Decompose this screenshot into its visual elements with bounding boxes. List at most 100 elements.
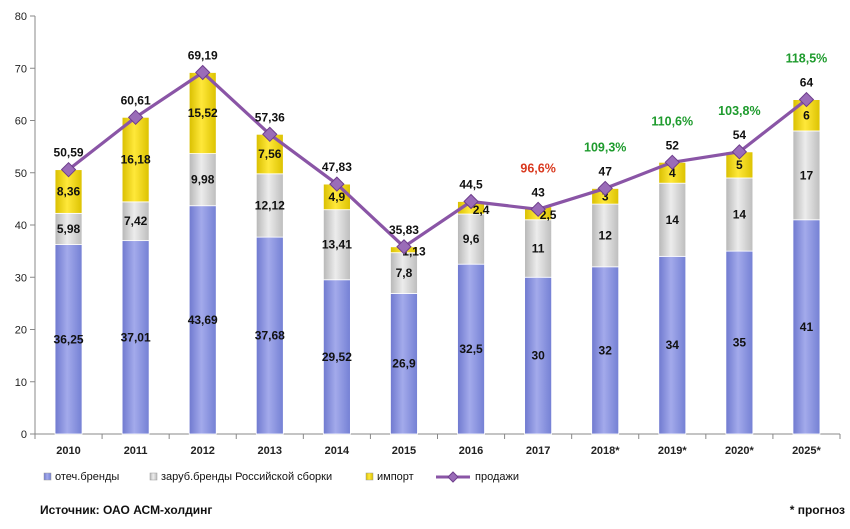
x-tick-label: 2014 xyxy=(325,445,350,457)
sales-data-label: 35,83 xyxy=(389,223,419,237)
growth-annotation: 103,8% xyxy=(718,104,760,118)
sales-marker xyxy=(329,176,345,192)
sales-marker xyxy=(731,144,748,160)
y-tick-label: 60 xyxy=(15,116,27,128)
sales-marker xyxy=(262,126,278,143)
growth-annotation: 110,6% xyxy=(651,114,693,128)
sales-data-label: 54 xyxy=(733,128,747,142)
bar-data-label: 37,01 xyxy=(121,330,151,344)
y-tick-label: 80 xyxy=(15,11,27,23)
bar-data-label: 14 xyxy=(666,213,680,227)
bar-segment xyxy=(188,205,217,435)
bar-segment xyxy=(255,236,284,435)
x-tick-label: 2025* xyxy=(792,445,821,457)
y-tick-label: 0 xyxy=(21,429,27,441)
x-tick-label: 2011 xyxy=(124,445,148,457)
sales-data-label: 50,59 xyxy=(54,146,84,160)
bar-data-label: 12 xyxy=(599,228,613,242)
legend-label: импорт xyxy=(377,471,414,483)
legend: отеч.бренды заруб.бренды Российской сборк… xyxy=(43,471,519,483)
bar-segment xyxy=(725,177,754,252)
bar-segment xyxy=(54,244,83,435)
bar-data-label: 13,41 xyxy=(322,238,352,252)
y-tick-label: 70 xyxy=(15,63,27,75)
legend-swatch xyxy=(43,472,52,481)
x-tick-label: 2020* xyxy=(725,445,754,457)
bar-data-label: 32 xyxy=(599,343,613,357)
y-tick-label: 50 xyxy=(15,168,27,180)
bar-segment xyxy=(390,252,418,294)
bar-segment xyxy=(591,203,620,268)
bar-data-label: 7,56 xyxy=(258,147,282,161)
growth-annotation: 109,3% xyxy=(584,140,626,154)
bar-segment xyxy=(792,130,821,221)
bar-segment xyxy=(188,153,217,207)
bar-segment xyxy=(188,72,217,154)
x-tick-label: 2018* xyxy=(591,445,620,457)
bar-data-label: 26,9 xyxy=(392,357,416,371)
sales-marker xyxy=(127,109,144,126)
sales-marker xyxy=(60,161,77,178)
bar-data-label: 14 xyxy=(733,208,747,222)
sales-data-label: 69,19 xyxy=(188,48,218,62)
bar-data-label: 16,18 xyxy=(121,153,151,167)
bar-data-label: 5,98 xyxy=(57,222,81,236)
sales-data-label: 47 xyxy=(599,164,613,178)
bar-segment xyxy=(457,213,485,265)
y-tick-label: 30 xyxy=(15,272,27,284)
bar-data-label: 36,25 xyxy=(54,332,84,346)
growth-annotation: 118,5% xyxy=(786,52,828,66)
bar-segment xyxy=(792,219,821,435)
y-tick-label: 10 xyxy=(15,377,27,389)
bar-data-label: 30 xyxy=(531,349,545,363)
forecast-note: * прогноз xyxy=(790,503,845,517)
bar-segment xyxy=(658,255,687,435)
bar-data-label: 4,9 xyxy=(329,190,346,204)
x-tick-label: 2015 xyxy=(392,445,416,457)
bar-data-label: 7,42 xyxy=(124,214,148,228)
legend-swatch xyxy=(365,472,374,481)
bar-data-label: 15,52 xyxy=(188,106,218,120)
growth-annotation: 96,6% xyxy=(520,161,555,175)
sales-data-label: 44,5 xyxy=(459,177,483,191)
bar-data-label: 43,69 xyxy=(188,313,218,327)
bar-data-label: 17 xyxy=(800,168,814,182)
bar-data-label: 2,5 xyxy=(540,208,557,222)
x-tick-label: 2017 xyxy=(526,445,550,457)
bar-data-label: 9,6 xyxy=(463,232,480,246)
bar-data-label: 4 xyxy=(669,166,676,180)
sales-marker xyxy=(798,91,815,108)
bar-data-label: 32,5 xyxy=(459,342,483,356)
bar-data-label: 7,8 xyxy=(396,266,413,280)
sales-line xyxy=(67,70,808,249)
bar-data-label: 3 xyxy=(602,189,609,203)
bar-data-label: 29,52 xyxy=(322,350,352,364)
x-tick-label: 2010 xyxy=(56,445,80,457)
bar-segment xyxy=(322,279,351,435)
sales-data-label: 57,36 xyxy=(255,110,285,124)
legend-label: отеч.бренды xyxy=(55,471,119,483)
bar-data-label: 9,98 xyxy=(191,173,215,187)
x-tick-label: 2013 xyxy=(258,445,282,457)
bar-segment xyxy=(524,276,553,435)
bar-data-label: 6 xyxy=(803,108,810,122)
sales-data-label: 64 xyxy=(800,76,814,90)
bar-segment xyxy=(725,250,754,435)
bar-data-label: 34 xyxy=(666,338,680,352)
sales-marker xyxy=(463,193,479,210)
sales-data-label: 47,83 xyxy=(322,160,352,174)
sales-marker xyxy=(530,201,546,218)
bar-data-label: 41 xyxy=(800,320,814,334)
bar-data-label: 2,4 xyxy=(473,203,490,217)
bar-segment xyxy=(121,116,150,203)
bar-data-label: 5 xyxy=(736,158,743,172)
sales-marker xyxy=(195,64,211,81)
legend-marker xyxy=(447,471,459,483)
sales-marker xyxy=(664,154,680,171)
bar-segment xyxy=(591,266,620,435)
sales-marker xyxy=(396,239,412,255)
legend-swatch xyxy=(149,472,158,481)
x-tick-label: 2012 xyxy=(190,445,214,457)
